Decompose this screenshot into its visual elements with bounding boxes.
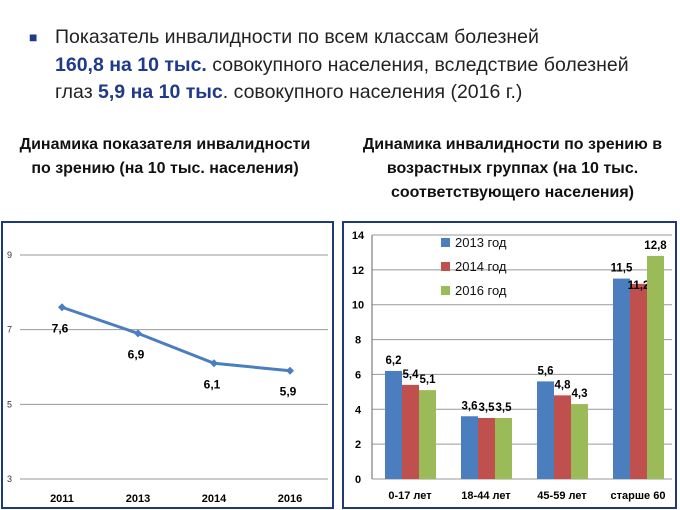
- bar: [385, 370, 402, 479]
- header-text: ■ Показатель инвалидности по всем класса…: [29, 24, 629, 107]
- x-tick-label: 45-59 лет: [537, 490, 587, 502]
- y-tick-label: 14: [352, 230, 365, 242]
- bar: [554, 395, 571, 479]
- legend-swatch: [441, 262, 450, 271]
- y-tick-label: 3: [7, 474, 12, 484]
- x-tick-label: 2016: [278, 493, 302, 505]
- y-tick-label: 12: [352, 265, 364, 277]
- data-label: 6,2: [386, 355, 402, 367]
- bar: [402, 384, 419, 479]
- line-chart-title: Динамика показателя инвалидности по зрен…: [19, 136, 311, 177]
- data-label: 11,2: [628, 280, 650, 292]
- bar: [571, 404, 588, 479]
- data-label: 6,9: [128, 347, 145, 361]
- x-tick-label: 2011: [50, 493, 74, 505]
- y-tick-label: 6: [355, 369, 361, 381]
- y-tick-label: 2: [355, 439, 361, 451]
- header-line-3: глаз 5,9 на 10 тыс. совокупного населени…: [33, 79, 629, 107]
- bar: [613, 278, 630, 479]
- bar: [647, 255, 664, 479]
- x-tick-label: 0-17 лет: [388, 490, 432, 502]
- x-tick-label: 2013: [126, 493, 150, 505]
- data-label: 12,8: [644, 240, 667, 252]
- line-chart-frame: [1, 221, 334, 509]
- legend-label: 2014 год: [455, 259, 507, 274]
- y-tick-label: 5: [7, 399, 12, 409]
- data-label: 6,1: [204, 377, 221, 391]
- data-label: 5,6: [538, 365, 554, 377]
- bar: [495, 418, 512, 479]
- data-label: 4,8: [555, 379, 572, 391]
- legend-swatch: [441, 238, 450, 247]
- data-label: 5,9: [280, 385, 297, 399]
- data-label: 11,5: [611, 263, 633, 275]
- header-line-1: Показатель инвалидности по всем классам …: [55, 26, 539, 48]
- data-label: 3,5: [479, 402, 496, 414]
- line-series: [61, 305, 291, 373]
- legend-label: 2013 год: [455, 235, 507, 250]
- legend-label: 2016 год: [455, 283, 507, 298]
- data-point-marker: [286, 366, 294, 375]
- data-label: 5,1: [420, 374, 437, 386]
- bullet-icon: ■: [29, 29, 38, 45]
- bar-chart-frame: [342, 221, 677, 509]
- data-label: 7,6: [52, 321, 69, 335]
- legend-swatch: [441, 286, 450, 295]
- y-tick-label: 4: [355, 404, 362, 416]
- data-label: 4,3: [572, 388, 588, 400]
- bar: [630, 283, 647, 479]
- header-line-3-rest: . совокупного населения (2016 г.): [222, 81, 523, 103]
- x-tick-label: 2014: [202, 493, 227, 505]
- y-tick-label: 10: [352, 300, 364, 312]
- eye-rate: 5,9 на 10 тыс: [98, 81, 223, 103]
- header-line-2: 160,8 на 10 тыс. совокупного населения, …: [33, 52, 629, 80]
- header-line-2-rest: совокупного населения, вследствие болезн…: [206, 53, 629, 76]
- header-line-3-pre: глаз: [55, 81, 99, 103]
- data-label: 3,5: [496, 402, 513, 414]
- total-rate: 160,8 на 10 тыс.: [55, 53, 207, 76]
- x-tick-label: старше 60: [611, 490, 666, 502]
- data-point-marker: [134, 329, 142, 338]
- y-tick-label: 8: [355, 335, 361, 347]
- data-label: 5,4: [403, 369, 420, 381]
- bar: [478, 418, 495, 479]
- bar-chart-title: Динамика инвалидности по зрению в возрас…: [362, 136, 663, 201]
- data-point-marker: [210, 359, 218, 368]
- data-point-marker: [58, 303, 66, 312]
- bar: [537, 381, 554, 479]
- bar: [461, 416, 478, 479]
- y-tick-label: 7: [7, 325, 12, 335]
- y-tick-label: 9: [7, 250, 12, 260]
- y-tick-label: 0: [355, 474, 361, 486]
- bar: [419, 390, 436, 479]
- data-label: 3,6: [462, 400, 478, 412]
- x-tick-label: 18-44 лет: [461, 490, 511, 502]
